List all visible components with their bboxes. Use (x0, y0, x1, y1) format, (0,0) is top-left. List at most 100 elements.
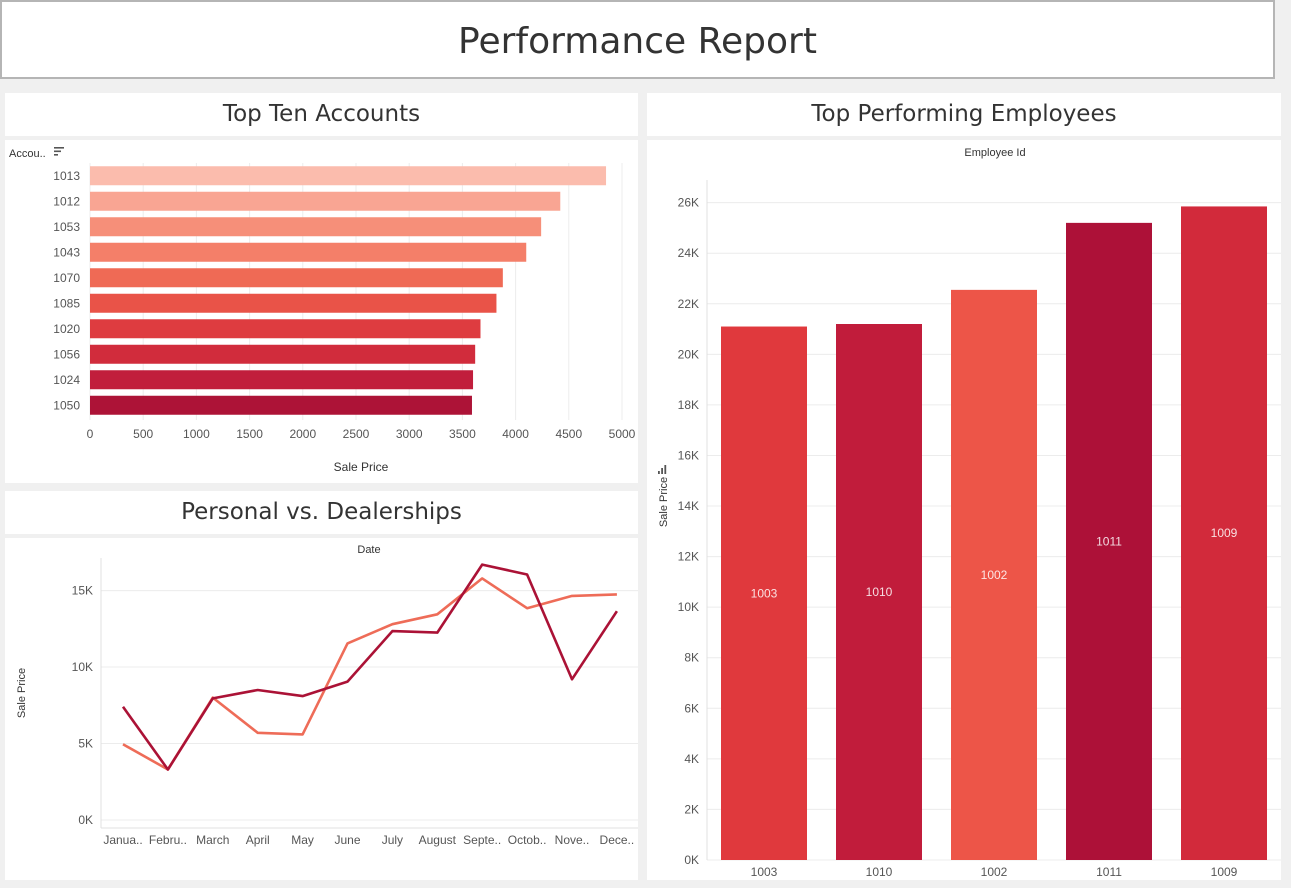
sort-icon[interactable] (658, 465, 667, 474)
accounts-x-tick: 3500 (449, 427, 476, 441)
month-tick-label: April (246, 833, 270, 847)
employee-y-tick: 4K (684, 752, 699, 766)
account-id-label: 1070 (53, 271, 80, 285)
employee-y-tick: 20K (678, 347, 699, 361)
employee-id-tick: 1002 (981, 865, 1008, 879)
month-tick-label: Febru.. (149, 833, 187, 847)
employee-bar-label: 1002 (981, 568, 1008, 582)
line-y-axis-label: Sale Price (16, 668, 28, 718)
account-bar[interactable] (90, 242, 527, 262)
personal-dealer-panel: Date 0K 5K 10K 15K Janua.. Febru.. March April… (5, 538, 638, 880)
accounts-x-tick: 500 (133, 427, 153, 441)
employee-y-tick: 6K (684, 701, 699, 715)
month-tick-label: June (334, 833, 360, 847)
account-bar[interactable] (90, 217, 542, 237)
employee-bar-label: 1011 (1096, 534, 1122, 548)
account-id-label: 1020 (53, 322, 80, 336)
employee-id-tick: 1009 (1211, 865, 1238, 879)
account-id-label: 1024 (53, 373, 80, 387)
sort-icon[interactable] (54, 147, 64, 156)
employee-bar[interactable] (1066, 222, 1152, 860)
date-column-header: Date (357, 544, 380, 556)
employee-y-tick: 26K (678, 196, 699, 210)
accounts-x-tick: 1500 (236, 427, 263, 441)
employee-y-tick: 22K (678, 297, 699, 311)
personal-dealer-title: Personal vs. Dealerships (181, 499, 462, 525)
accounts-x-tick: 0 (87, 427, 94, 441)
line-y-tick: 10K (72, 660, 93, 674)
employee-id-tick: 1010 (866, 865, 893, 879)
accounts-x-tick: 3000 (396, 427, 423, 441)
employee-id-tick: 1003 (751, 865, 778, 879)
employee-bar-label: 1003 (751, 586, 778, 600)
account-bar[interactable] (90, 395, 472, 415)
month-tick-label: Dece.. (600, 833, 635, 847)
employee-bar-label: 1009 (1211, 526, 1238, 540)
employees-header: Top Performing Employees (647, 93, 1281, 136)
employee-y-tick: 18K (678, 398, 699, 412)
accounts-x-tick: 5000 (609, 427, 636, 441)
top-accounts-chart: Accou.. 1013 1012 1053 1043 1070 1085 1020 1056… (9, 147, 636, 474)
account-id-label: 1012 (53, 194, 80, 208)
employee-y-tick: 16K (678, 448, 699, 462)
accounts-x-tick: 4000 (502, 427, 529, 441)
account-id-label: 1050 (53, 398, 80, 412)
personal-sales-line[interactable] (122, 577, 617, 771)
account-id-label: 1056 (53, 347, 80, 361)
accounts-x-tick: 4500 (555, 427, 582, 441)
account-bar[interactable] (90, 191, 561, 211)
page-title: Performance Report (458, 21, 817, 62)
employee-y-tick: 12K (678, 550, 699, 564)
top-accounts-header: Top Ten Accounts (5, 93, 638, 136)
month-tick-label: Janua.. (103, 833, 142, 847)
employee-y-tick: 14K (678, 499, 699, 513)
account-id-label: 1013 (53, 169, 80, 183)
accounts-x-tick: 1000 (183, 427, 210, 441)
employee-id-tick: 1011 (1096, 865, 1122, 879)
accounts-x-axis-label: Sale Price (334, 460, 389, 474)
employee-y-tick: 0K (684, 853, 699, 867)
employees-panel: Employee Id 0K 2K 4K 6K 8K 10K 12K 14K 16K 18K 20K… (647, 140, 1281, 880)
line-y-tick: 5K (78, 737, 93, 751)
personal-dealer-chart: Date 0K 5K 10K 15K Janua.. Febru.. March April… (16, 544, 638, 847)
line-y-tick: 0K (78, 813, 93, 827)
employee-bar-label: 1010 (866, 585, 893, 599)
month-tick-label: March (196, 833, 229, 847)
account-id-label: 1085 (53, 296, 80, 310)
account-id-label: 1053 (53, 220, 80, 234)
employee-y-tick: 2K (684, 802, 699, 816)
title-panel: Performance Report (0, 0, 1275, 79)
month-tick-label: Nove.. (555, 833, 590, 847)
month-tick-label: Septe.. (463, 833, 501, 847)
employee-bar[interactable] (836, 324, 922, 860)
account-bar[interactable] (90, 344, 476, 364)
dealership-sales-line[interactable] (121, 563, 618, 771)
accounts-x-tick: 2500 (343, 427, 370, 441)
account-bar[interactable] (90, 293, 497, 313)
employee-y-tick: 10K (678, 600, 699, 614)
accounts-x-tick: 2000 (289, 427, 316, 441)
employee-y-axis-label: Sale Price (658, 477, 670, 527)
employee-id-column-header: Employee Id (964, 147, 1025, 159)
account-bar[interactable] (90, 370, 474, 390)
employee-bar[interactable] (951, 289, 1037, 860)
month-tick-label: July (382, 833, 403, 847)
account-bar[interactable] (90, 166, 607, 186)
month-tick-label: Octob.. (508, 833, 547, 847)
personal-dealer-header: Personal vs. Dealerships (5, 491, 638, 534)
employee-y-tick: 24K (678, 246, 699, 260)
account-bar[interactable] (90, 268, 503, 288)
accounts-row-header[interactable]: Accou.. (9, 148, 46, 160)
month-tick-label: August (419, 833, 457, 847)
top-accounts-title: Top Ten Accounts (222, 101, 421, 127)
account-bar[interactable] (90, 319, 481, 339)
employee-y-tick: 8K (684, 651, 699, 665)
employees-chart: Employee Id 0K 2K 4K 6K 8K 10K 12K 14K 16K 18K 20K… (658, 147, 1281, 879)
account-id-label: 1043 (53, 245, 80, 259)
employee-bar[interactable] (721, 326, 807, 860)
top-accounts-panel: Accou.. 1013 1012 1053 1043 1070 1085 1020 1056… (5, 140, 638, 483)
line-y-tick: 15K (72, 584, 93, 598)
employees-title: Top Performing Employees (811, 101, 1117, 127)
employee-bar[interactable] (1181, 206, 1267, 860)
month-tick-label: May (291, 833, 314, 847)
